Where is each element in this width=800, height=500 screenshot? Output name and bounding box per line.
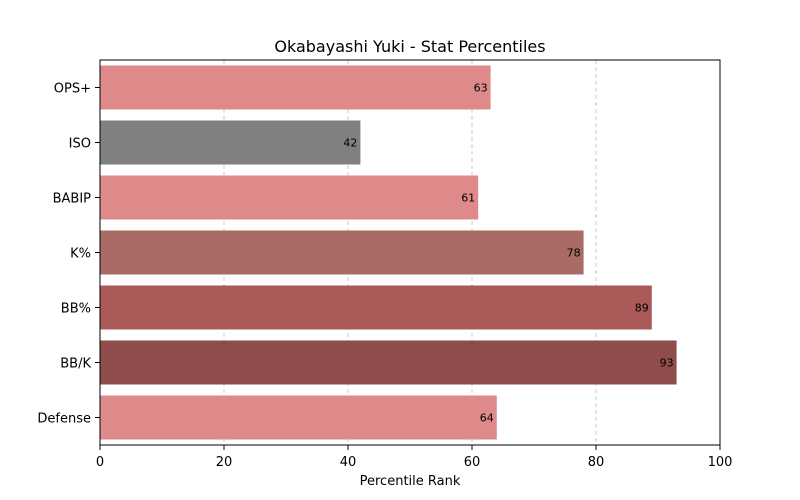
data-label: 93 xyxy=(660,357,674,370)
x-tick-label: 60 xyxy=(464,455,481,470)
x-tick-label: 100 xyxy=(708,455,733,470)
x-tick-label: 0 xyxy=(96,455,104,470)
y-tick-label: OPS+ xyxy=(54,82,91,97)
y-tick-label: BABIP xyxy=(53,192,92,207)
bar-ops- xyxy=(100,65,491,110)
x-tick-label: 20 xyxy=(216,455,233,470)
y-tick-label: ISO xyxy=(69,137,91,152)
bar-babip xyxy=(100,175,479,220)
bar-bb- xyxy=(100,285,652,330)
x-tick-label: 40 xyxy=(340,455,357,470)
bar-bb-k xyxy=(100,340,677,385)
data-label: 63 xyxy=(474,82,488,95)
x-ticks: 0 20 40 60 80 100 xyxy=(96,445,733,470)
data-label: 78 xyxy=(567,247,581,260)
plot-frame xyxy=(99,59,721,446)
bars: 63 42 61 78 89 93 64 xyxy=(100,65,677,440)
x-axis-title: Percentile Rank xyxy=(360,474,461,489)
y-tick-labels: OPS+ ISO BABIP K% BB% BB/K Defense xyxy=(37,82,100,427)
data-label: 64 xyxy=(480,412,494,425)
bar-k- xyxy=(100,230,584,275)
y-tick-label: BB/K xyxy=(60,357,91,372)
x-tick-label: 80 xyxy=(588,455,605,470)
y-tick-label: Defense xyxy=(37,412,91,427)
data-label: 42 xyxy=(343,137,357,150)
bar-iso xyxy=(100,120,361,165)
bar-defense xyxy=(100,395,497,440)
y-tick-label: K% xyxy=(70,247,91,262)
y-tick-label: BB% xyxy=(61,302,91,317)
data-label: 89 xyxy=(635,302,649,315)
data-label: 61 xyxy=(461,192,475,205)
chart-title: Okabayashi Yuki - Stat Percentiles xyxy=(274,37,545,56)
